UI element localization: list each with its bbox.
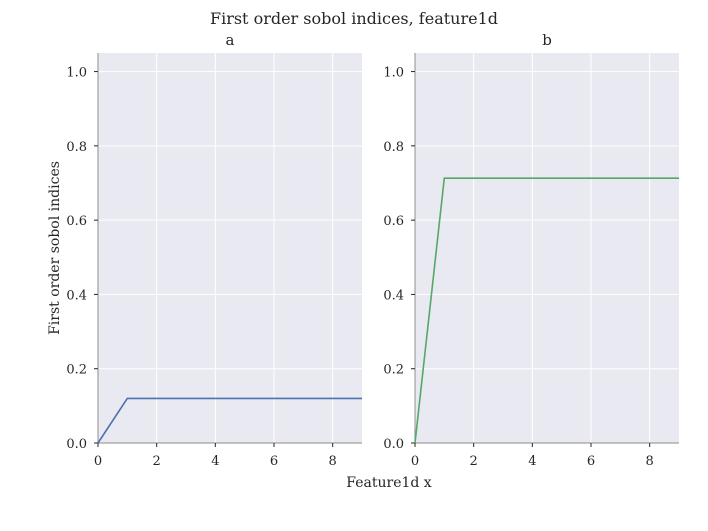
plot-area: [98, 53, 362, 443]
y-tick-label: 0.8: [383, 140, 404, 155]
y-tick-label: 0.2: [66, 363, 87, 378]
x-tick-label: 8: [329, 454, 337, 469]
plot-area: [415, 53, 679, 443]
subplot-b: 0 2 4 6 8 0.0 0.2 0.4 0.6 0.8 1.0 b: [383, 31, 679, 469]
y-tick-label: 1.0: [383, 66, 404, 81]
figure-ylabel: First order sobol indices: [47, 161, 63, 335]
y-tick-label: 1.0: [66, 66, 87, 81]
x-tick-label: 6: [270, 454, 278, 469]
series-line: [97, 397, 362, 444]
y-tick-label: 0.2: [383, 363, 404, 378]
x-tick-label: 4: [211, 454, 219, 469]
x-tick-label: 4: [528, 454, 536, 469]
y-tick-label: 0.4: [66, 288, 87, 303]
subplot-a: 0 2 4 6 8 0.0 0.2 0.4 0.6 0.8 1.0 a: [66, 31, 362, 469]
y-tick-label: 0.6: [66, 214, 87, 229]
y-tick-label: 0.4: [383, 288, 404, 303]
x-tick-label: 2: [153, 454, 161, 469]
figure-xlabel: Feature1d x: [346, 475, 432, 491]
y-tick-label: 0.0: [383, 437, 404, 452]
figure-suptitle: First order sobol indices, feature1d: [210, 9, 498, 28]
subplot-title: a: [226, 31, 235, 49]
x-tick-label: 2: [470, 454, 478, 469]
series-line: [414, 177, 679, 444]
x-tick-label: 8: [646, 454, 654, 469]
x-tick-label: 6: [587, 454, 595, 469]
subplot-title: b: [542, 31, 552, 49]
y-tick-label: 0.6: [383, 214, 404, 229]
x-tick-label: 0: [94, 454, 102, 469]
x-tick-label: 0: [411, 454, 419, 469]
y-tick-label: 0.0: [66, 437, 87, 452]
y-tick-label: 0.8: [66, 140, 87, 155]
